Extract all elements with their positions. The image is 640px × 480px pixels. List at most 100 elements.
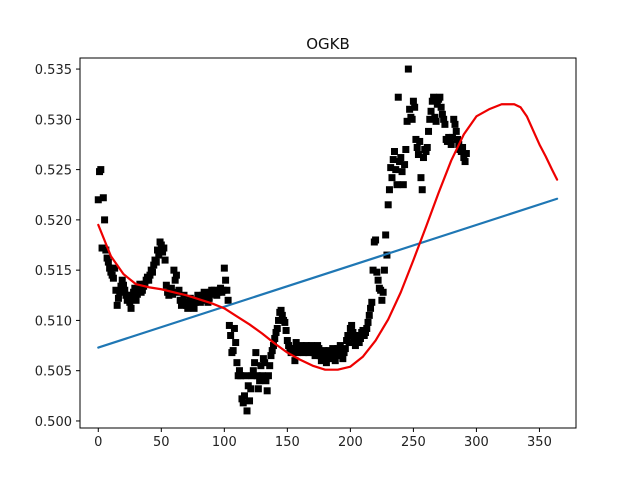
y-tick-label: 0.525 <box>35 164 72 179</box>
scatter-point <box>133 290 141 298</box>
scatter-point <box>406 105 414 113</box>
scatter-point <box>345 339 353 347</box>
scatter-point <box>148 268 156 276</box>
scatter-point <box>384 201 392 209</box>
scatter-point <box>399 181 407 189</box>
scatter-point <box>344 332 352 339</box>
scatter-point <box>413 143 421 151</box>
y-tick-label: 0.500 <box>35 415 72 430</box>
scatter-point <box>452 127 460 135</box>
scatter-point <box>251 359 259 367</box>
scatter-point <box>365 311 373 319</box>
scatter-point <box>460 154 468 162</box>
x-tick-label: 50 <box>153 435 170 450</box>
scatter-point <box>457 148 465 156</box>
scatter-point <box>249 367 257 375</box>
scatter-point <box>222 276 230 284</box>
scatter-point <box>320 347 328 355</box>
scatter-point <box>119 281 127 289</box>
scatter-point <box>438 110 446 118</box>
scatter-point <box>292 339 300 347</box>
y-tick-label: 0.510 <box>35 314 72 329</box>
scatter-point <box>224 296 232 304</box>
scatter-point <box>369 266 377 274</box>
scatter-point <box>416 137 424 145</box>
scatter-point <box>239 399 247 407</box>
scatter-point <box>243 407 251 415</box>
scatter-point <box>205 294 213 302</box>
scatter-point <box>436 93 444 101</box>
y-tick-label: 0.530 <box>35 113 72 128</box>
scatter-point <box>433 100 441 108</box>
scatter-point <box>177 301 185 309</box>
scatter-point <box>441 120 449 128</box>
scatter-point <box>430 93 438 101</box>
scatter-point <box>240 392 248 400</box>
scatter-point <box>269 342 277 350</box>
plot-area <box>94 65 559 415</box>
scatter-point <box>113 301 121 309</box>
scatter-point <box>450 115 458 123</box>
scatter-point <box>418 186 426 194</box>
scatter-point <box>364 318 372 326</box>
scatter-point <box>246 397 254 405</box>
scatter-point <box>272 328 280 336</box>
polynomial-fit-line <box>97 103 559 371</box>
scatter-point <box>367 304 375 312</box>
scatter-point <box>201 290 209 298</box>
scatter-point <box>451 120 459 128</box>
scatter-point <box>355 339 363 347</box>
scatter-point <box>247 385 255 393</box>
scatter-point <box>408 115 416 123</box>
scatter-point <box>190 304 198 312</box>
scatter-point <box>101 216 109 224</box>
x-tick-label: 150 <box>275 435 300 450</box>
scatter-point <box>311 352 319 360</box>
scatter-point <box>291 357 299 365</box>
x-tick-label: 200 <box>338 435 363 450</box>
scatter-point <box>104 258 112 266</box>
scatter-point <box>233 359 241 367</box>
scatter-point <box>427 107 435 115</box>
y-tick-label: 0.505 <box>35 365 72 380</box>
scatter-point <box>263 387 271 395</box>
scatter-point <box>283 337 291 345</box>
scatter-point <box>256 377 264 385</box>
scatter-point <box>431 113 439 121</box>
scatter-point <box>232 339 240 347</box>
scatter-point <box>373 268 381 276</box>
scatter-point <box>302 342 310 350</box>
scatter-point <box>171 276 179 284</box>
scatter-point <box>112 286 120 294</box>
scatter-point <box>268 347 276 355</box>
scatter-point <box>277 306 285 314</box>
scatter-point <box>379 288 387 296</box>
axis-layer: 0 50 100 150 200 250 300 350 0.500 0.505 0.510 0.51… <box>35 63 552 450</box>
scatter-point <box>426 115 434 123</box>
scatter-point <box>388 174 396 182</box>
scatter-point <box>141 280 149 288</box>
scatter-point <box>462 150 470 158</box>
scatter-point <box>109 274 117 282</box>
scatter-point <box>297 342 305 350</box>
scatter-point <box>351 342 359 350</box>
scatter-point <box>227 332 235 339</box>
scatter-point <box>220 264 228 272</box>
scatter-point <box>106 264 114 272</box>
scatter-point <box>392 166 400 174</box>
axes-frame <box>79 57 577 429</box>
scatter-point <box>326 355 334 363</box>
x-tick-label: 0 <box>94 435 102 450</box>
scatter-point <box>154 246 162 254</box>
scatter-point <box>374 276 382 284</box>
scatter-point <box>290 347 298 355</box>
scatter-point <box>282 326 290 334</box>
y-tick-label: 0.515 <box>35 264 72 279</box>
scatter-point <box>155 251 163 259</box>
scatter-point <box>440 115 448 123</box>
scatter-point <box>317 357 325 365</box>
scatter-point <box>417 174 425 182</box>
scatter-point <box>97 166 105 174</box>
scatter-point <box>223 286 231 294</box>
x-tick-label: 100 <box>212 435 237 450</box>
